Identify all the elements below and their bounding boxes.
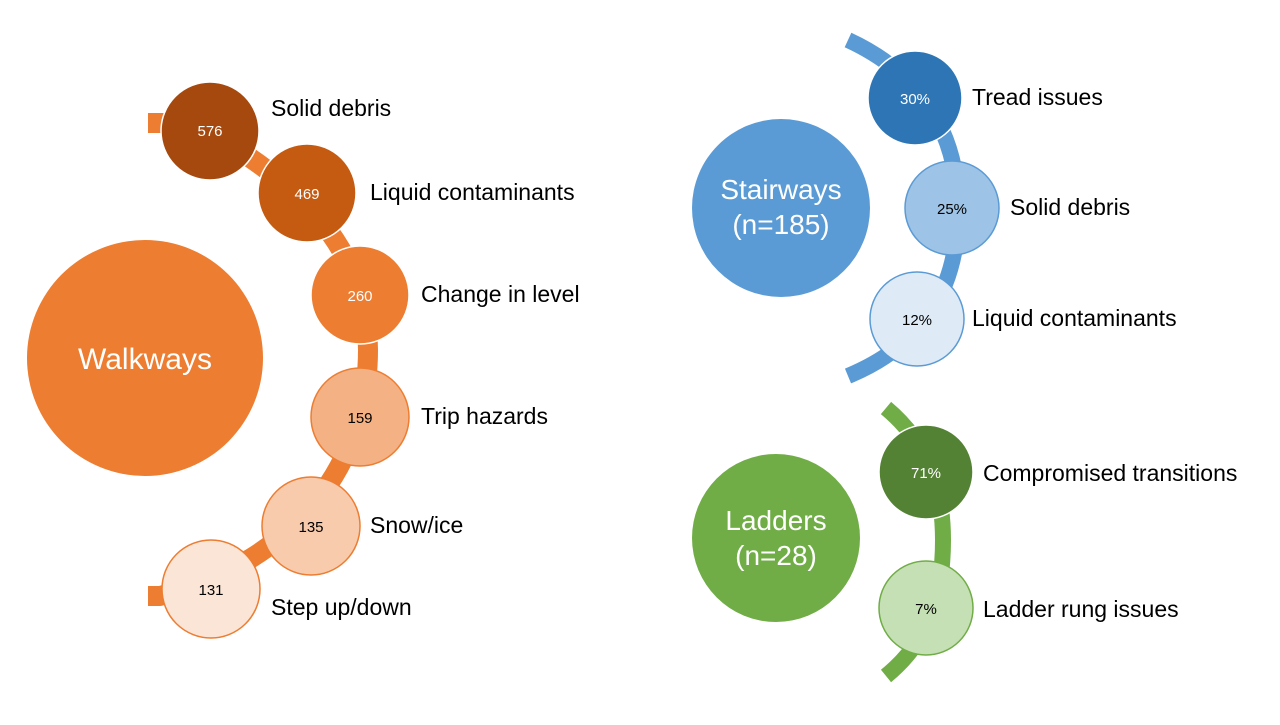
- walkways-value-snow-ice: 135: [298, 519, 323, 536]
- ladders-label-ladder-rung-issues: Ladder rung issues: [983, 596, 1179, 622]
- stairways-label-liquid-contaminants: Liquid contaminants: [972, 305, 1177, 331]
- ladders-hub: [692, 454, 860, 622]
- walkways-label-liquid-contaminants: Liquid contaminants: [370, 179, 575, 205]
- walkways-node-trip-hazards: [310, 367, 410, 467]
- stairways-node-liquid-contaminants: [869, 271, 965, 367]
- walkways-node-change-in-level: [310, 245, 410, 345]
- walkways-value-solid-debris: 576: [197, 123, 222, 140]
- walkways-label-snow-ice: Snow/ice: [370, 512, 463, 538]
- walkways-label-change-in-level: Change in level: [421, 281, 580, 307]
- walkways-hub-label: Walkways: [78, 343, 212, 376]
- walkways-value-change-in-level: 260: [347, 288, 372, 305]
- walkways-node-liquid-contaminants: [257, 143, 357, 243]
- ladders-hub-label-line1: Ladders: [725, 505, 826, 536]
- walkways-node-step-up-down: [161, 539, 261, 639]
- ladders-group: Ladders (n=28) 71% Compromised transitio…: [692, 401, 1237, 683]
- ladders-node-compromised-transitions: [878, 424, 974, 520]
- walkways-label-solid-debris: Solid debris: [271, 95, 391, 121]
- ladders-value-ladder-rung-issues: 7%: [915, 601, 937, 618]
- ladders-label-compromised-transitions: Compromised transitions: [983, 460, 1237, 486]
- walkways-value-trip-hazards: 159: [347, 410, 372, 427]
- stairways-label-solid-debris: Solid debris: [1010, 194, 1130, 220]
- walkways-label-trip-hazards: Trip hazards: [421, 403, 548, 429]
- ladders-node-ladder-rung-issues: [878, 560, 974, 656]
- stairways-group: Stairways (n=185) 30% Tread issues 25% S…: [692, 32, 1177, 384]
- stairways-value-solid-debris: 25%: [937, 201, 967, 218]
- stairways-node-solid-debris: [904, 160, 1000, 256]
- walkways-node-solid-debris: [160, 81, 260, 181]
- ladders-value-compromised-transitions: 71%: [911, 465, 941, 482]
- walkways-node-snow-ice: [261, 476, 361, 576]
- walkways-value-step-up-down: 131: [198, 582, 223, 599]
- stairways-node-tread-issues: [867, 50, 963, 146]
- walkways-group: Walkways 576 Solid debris 469 Liquid con…: [27, 81, 580, 639]
- walkways-label-step-up-down: Step up/down: [271, 594, 412, 620]
- stairways-hub: [692, 119, 870, 297]
- stairways-hub-label-line2: (n=185): [732, 209, 829, 240]
- ladders-hub-label-line2: (n=28): [735, 540, 817, 571]
- stairways-hub-label-line1: Stairways: [720, 174, 841, 205]
- stairways-value-tread-issues: 30%: [900, 91, 930, 108]
- walkways-hub: [27, 240, 263, 476]
- stairways-value-liquid-contaminants: 12%: [902, 312, 932, 329]
- stairways-label-tread-issues: Tread issues: [972, 84, 1103, 110]
- walkways-value-liquid-contaminants: 469: [294, 186, 319, 203]
